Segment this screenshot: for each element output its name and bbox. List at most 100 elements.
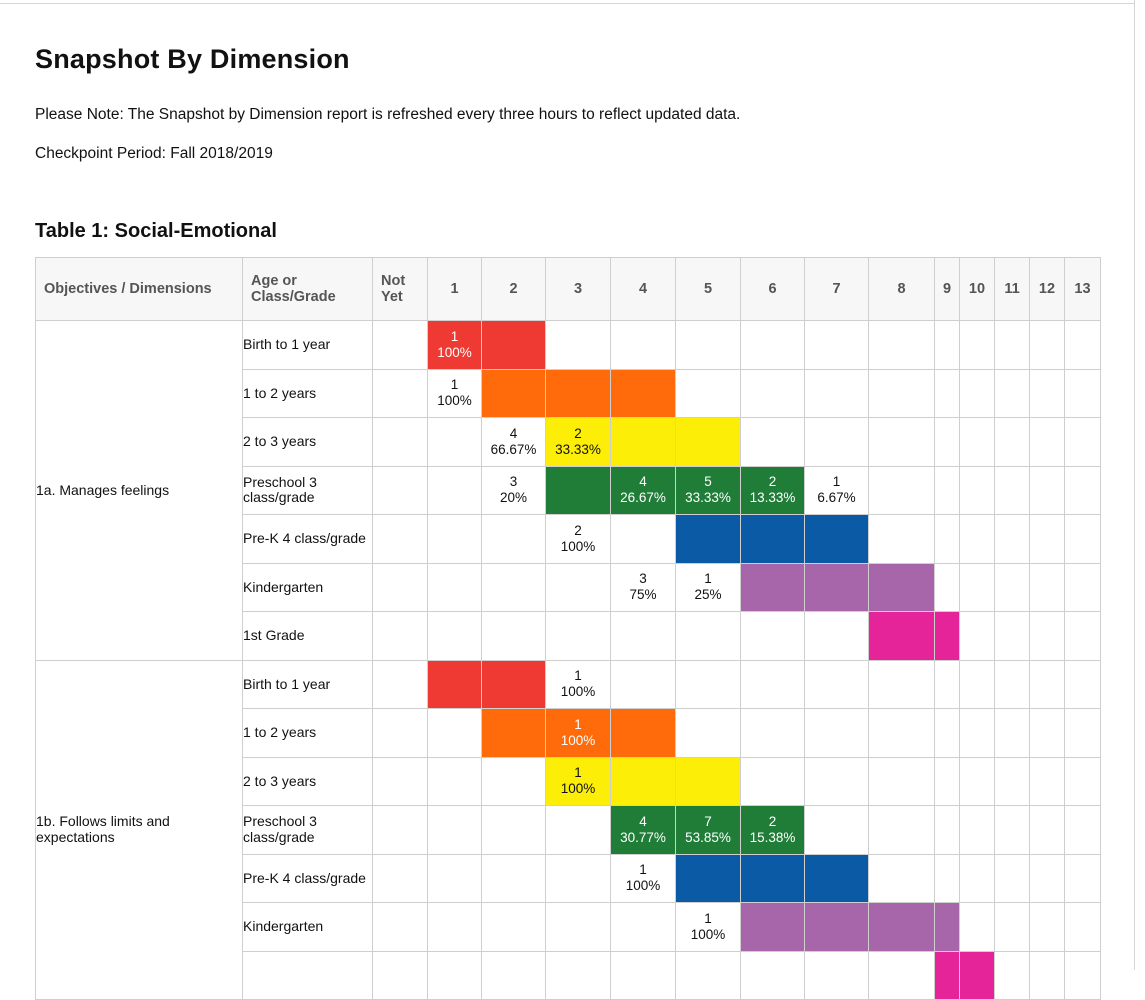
count-value: 1 xyxy=(450,328,459,344)
header-level-10: 10 xyxy=(959,257,995,321)
level-4-cell xyxy=(610,902,676,952)
level-13-cell xyxy=(1064,950,1101,1000)
level-10-cell xyxy=(959,611,995,661)
level-10-cell xyxy=(959,950,995,1000)
percent-value: 100% xyxy=(560,732,596,748)
level-1-cell xyxy=(427,805,482,855)
level-3-cell: 1 100% xyxy=(545,756,611,806)
percent-value: 30.77% xyxy=(620,829,666,845)
level-12-cell xyxy=(1029,756,1065,806)
count-value: 1 xyxy=(450,377,459,393)
header-level-9: 9 xyxy=(934,257,960,321)
level-3-cell xyxy=(545,805,611,855)
table-header-row: Objectives / Dimensions Age or Class/Gra… xyxy=(35,257,1101,321)
count-value: 2 xyxy=(768,813,777,829)
level-12-cell xyxy=(1029,514,1065,564)
level-5-cell xyxy=(675,853,741,903)
level-13-cell xyxy=(1064,756,1101,806)
level-6-cell: 2 13.33% xyxy=(740,465,805,515)
level-8-cell xyxy=(868,708,935,758)
table-row: 1 to 2 years 1 100% xyxy=(36,368,1101,418)
level-8-cell xyxy=(868,417,935,467)
refresh-note: Please Note: The Snapshot by Dimension r… xyxy=(35,106,741,123)
level-7-cell: 1 6.67% xyxy=(804,465,869,515)
header-level-4: 4 xyxy=(610,257,676,321)
objective-cell: 1b. Follows limits and expectations xyxy=(35,659,243,1000)
level-5-cell xyxy=(675,950,741,1000)
level-5-cell: 1 100% xyxy=(675,902,741,952)
count-value: 3 xyxy=(639,571,647,587)
level-7-cell xyxy=(804,514,869,564)
not-yet-cell xyxy=(372,417,428,467)
level-12-cell xyxy=(1029,320,1065,370)
level-5-cell xyxy=(675,368,741,418)
level-1-cell xyxy=(427,562,482,612)
level-6-cell xyxy=(740,659,805,709)
level-8-cell xyxy=(868,562,935,612)
count-value: 1 xyxy=(639,862,647,878)
not-yet-cell xyxy=(372,902,428,952)
percent-value: 100% xyxy=(437,344,472,360)
level-12-cell xyxy=(1029,611,1065,661)
percent-value: 100% xyxy=(690,926,726,942)
percent-value: 33.33% xyxy=(685,490,731,506)
level-6-cell xyxy=(740,950,805,1000)
objective-cell: 1a. Manages feelings xyxy=(35,320,243,661)
level-9-cell xyxy=(934,659,960,709)
not-yet-cell xyxy=(372,465,428,515)
level-4-cell xyxy=(610,708,676,758)
level-10-cell xyxy=(959,514,995,564)
level-6-cell: 2 15.38% xyxy=(740,805,805,855)
percent-value: 100% xyxy=(560,538,596,554)
level-12-cell xyxy=(1029,562,1065,612)
level-7-cell xyxy=(804,611,869,661)
level-3-cell xyxy=(545,853,611,903)
level-8-cell xyxy=(868,320,935,370)
level-9-cell xyxy=(934,465,960,515)
not-yet-cell xyxy=(372,659,428,709)
level-13-cell xyxy=(1064,368,1101,418)
level-13-cell xyxy=(1064,853,1101,903)
table-body: 1a. Manages feelings Birth to 1 year 1 100%… xyxy=(35,320,1101,1000)
level-12-cell xyxy=(1029,853,1065,903)
level-10-cell xyxy=(959,417,995,467)
level-2-cell xyxy=(481,368,546,418)
level-10-cell xyxy=(959,756,995,806)
header-not-yet: Not Yet xyxy=(372,257,428,321)
table-row: 2 to 3 years 4 66.67% 2 33.33% xyxy=(36,417,1101,467)
level-10-cell xyxy=(959,562,995,612)
level-13-cell xyxy=(1064,611,1101,661)
level-1-cell xyxy=(427,756,482,806)
level-4-cell xyxy=(610,611,676,661)
level-6-cell xyxy=(740,902,805,952)
level-9-cell xyxy=(934,514,960,564)
level-8-cell xyxy=(868,611,935,661)
checkpoint-period: Checkpoint Period: Fall 2018/2019 xyxy=(35,145,273,162)
level-8-cell xyxy=(868,659,935,709)
not-yet-cell xyxy=(372,853,428,903)
level-2-cell xyxy=(481,902,546,952)
level-4-cell: 1 100% xyxy=(610,853,676,903)
level-11-cell xyxy=(994,659,1030,709)
age-cell: Kindergarten xyxy=(242,902,373,952)
level-5-cell xyxy=(675,514,741,564)
level-6-cell xyxy=(740,756,805,806)
level-8-cell xyxy=(868,853,935,903)
level-1-cell xyxy=(427,853,482,903)
percent-value: 6.67% xyxy=(817,490,856,506)
level-2-cell: 4 66.67% xyxy=(481,417,546,467)
level-9-cell xyxy=(934,853,960,903)
level-13-cell xyxy=(1064,465,1101,515)
level-7-cell xyxy=(804,756,869,806)
level-11-cell xyxy=(994,708,1030,758)
level-2-cell xyxy=(481,805,546,855)
level-12-cell xyxy=(1029,417,1065,467)
age-cell: 2 to 3 years xyxy=(242,756,373,806)
level-1-cell: 1 100% xyxy=(427,368,482,418)
level-6-cell xyxy=(740,417,805,467)
level-2-cell xyxy=(481,320,546,370)
level-13-cell xyxy=(1064,417,1101,467)
level-1-cell xyxy=(427,708,482,758)
table-row: 2 to 3 years 1 100% xyxy=(36,756,1101,806)
level-3-cell xyxy=(545,320,611,370)
